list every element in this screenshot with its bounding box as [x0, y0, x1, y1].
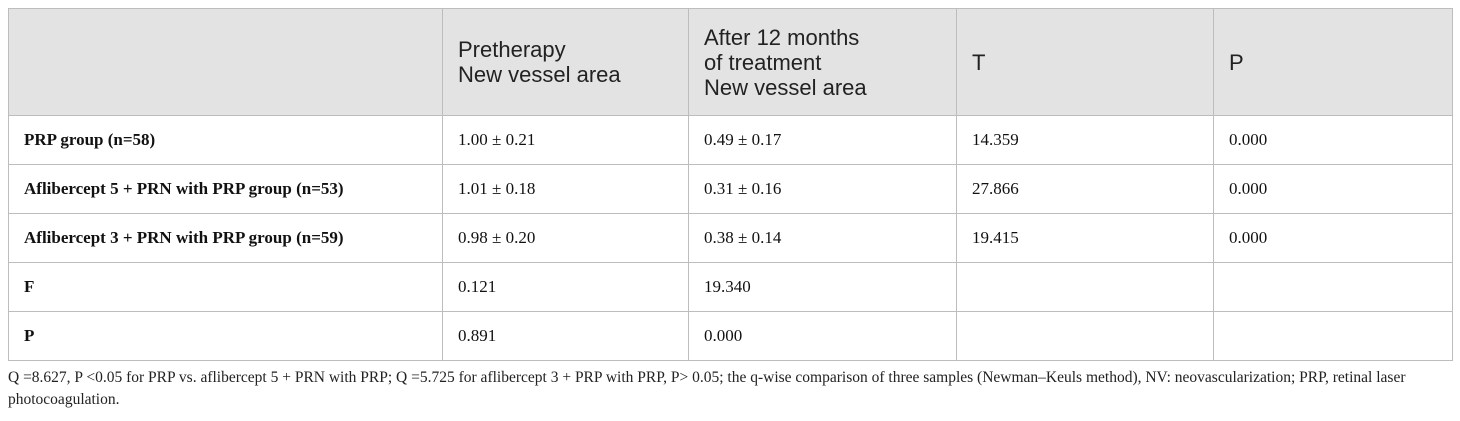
cell-t: 19.415: [956, 213, 1214, 263]
cell-after-12-months: 0.000: [688, 311, 957, 361]
header-after-12-months-line-2: of treatment: [704, 49, 822, 75]
header-group: [8, 8, 443, 116]
table-row: Aflibercept 3 + PRN with PRP group (n=59…: [8, 213, 1453, 263]
new-vessel-area-table: Pretherapy New vessel area After 12 mont…: [8, 8, 1453, 361]
table-row: F 0.121 19.340: [8, 262, 1453, 312]
row-label-aflibercept-3: Aflibercept 3 + PRN with PRP group (n=59…: [8, 213, 443, 263]
cell-t: 27.866: [956, 164, 1214, 214]
header-t-label: T: [972, 49, 986, 75]
cell-p: 0.000: [1213, 115, 1453, 165]
cell-p: 0.000: [1213, 164, 1453, 214]
table-row: P 0.891 0.000: [8, 311, 1453, 361]
cell-pretherapy: 1.01 ± 0.18: [442, 164, 689, 214]
row-label-f: F: [8, 262, 443, 312]
header-after-12-months: After 12 months of treatment New vessel …: [688, 8, 957, 116]
cell-pretherapy: 0.98 ± 0.20: [442, 213, 689, 263]
table-body: PRP group (n=58) 1.00 ± 0.21 0.49 ± 0.17…: [8, 115, 1453, 361]
row-label-p: P: [8, 311, 443, 361]
header-p: P: [1213, 8, 1453, 116]
header-pretherapy-line-1: Pretherapy: [458, 37, 566, 62]
row-label-aflibercept-5: Aflibercept 5 + PRN with PRP group (n=53…: [8, 164, 443, 214]
table-row: Aflibercept 5 + PRN with PRP group (n=53…: [8, 164, 1453, 214]
header-t: T: [956, 8, 1214, 116]
cell-pretherapy: 1.00 ± 0.21: [442, 115, 689, 165]
cell-after-12-months: 0.31 ± 0.16: [688, 164, 957, 214]
cell-t: [956, 262, 1214, 312]
header-p-label: P: [1229, 49, 1244, 75]
row-label-prp-group: PRP group (n=58): [8, 115, 443, 165]
cell-p: [1213, 262, 1453, 312]
cell-pretherapy: 0.121: [442, 262, 689, 312]
cell-t: [956, 311, 1214, 361]
cell-p: [1213, 311, 1453, 361]
data-table-container: Pretherapy New vessel area After 12 mont…: [8, 8, 1453, 361]
cell-after-12-months: 19.340: [688, 262, 957, 312]
cell-pretherapy: 0.891: [442, 311, 689, 361]
cell-t: 14.359: [956, 115, 1214, 165]
header-after-12-months-line-1: After 12 months: [704, 24, 860, 50]
header-pretherapy-line-2: New vessel area: [458, 62, 621, 87]
cell-after-12-months: 0.49 ± 0.17: [688, 115, 957, 165]
header-pretherapy: Pretherapy New vessel area: [442, 8, 689, 116]
table-row: PRP group (n=58) 1.00 ± 0.21 0.49 ± 0.17…: [8, 115, 1453, 165]
header-row: Pretherapy New vessel area After 12 mont…: [8, 8, 1453, 116]
cell-p: 0.000: [1213, 213, 1453, 263]
table-header: Pretherapy New vessel area After 12 mont…: [8, 8, 1453, 116]
header-after-12-months-line-3: New vessel area: [704, 74, 867, 100]
table-footnote: Q =8.627, P <0.05 for PRP vs. aflibercep…: [8, 369, 1406, 408]
cell-after-12-months: 0.38 ± 0.14: [688, 213, 957, 263]
